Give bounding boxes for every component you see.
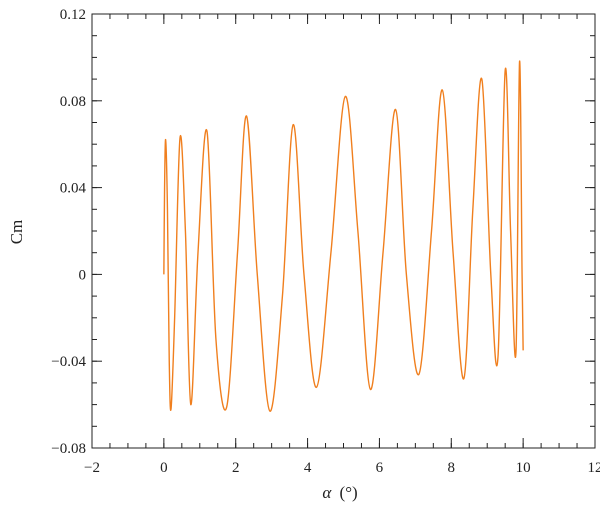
- y-tick-label: −0.04: [51, 354, 86, 370]
- x-tick-label: 8: [448, 460, 456, 476]
- axis-tick-labels: −2 0 2 4 6 8 10 12 −0.08 −0.04 0 0.04 0.08 0.12: [51, 7, 600, 476]
- y-tick-label: 0: [79, 267, 87, 283]
- x-axis-label: α (°): [322, 483, 357, 502]
- x-axis-symbol: α: [322, 483, 332, 502]
- y-tick-label: 0.04: [60, 181, 87, 197]
- y-axis-label: Cm: [7, 220, 26, 245]
- series-layer: [163, 60, 524, 412]
- x-tick-label: 10: [516, 460, 531, 476]
- x-tick-label: 2: [232, 460, 240, 476]
- y-tick-label: 0.08: [60, 94, 86, 110]
- y-tick-label: 0.12: [60, 7, 86, 23]
- cm-series-line: [163, 60, 524, 412]
- x-tick-label: 12: [588, 460, 600, 476]
- x-tick-label: 4: [304, 460, 312, 476]
- y-tick-label: −0.08: [51, 441, 86, 457]
- x-tick-label: 0: [160, 460, 168, 476]
- x-axis-unit: (°): [340, 483, 358, 502]
- x-tick-label: −2: [84, 460, 100, 476]
- x-tick-label: 6: [376, 460, 384, 476]
- axis-ticks: [91, 13, 596, 449]
